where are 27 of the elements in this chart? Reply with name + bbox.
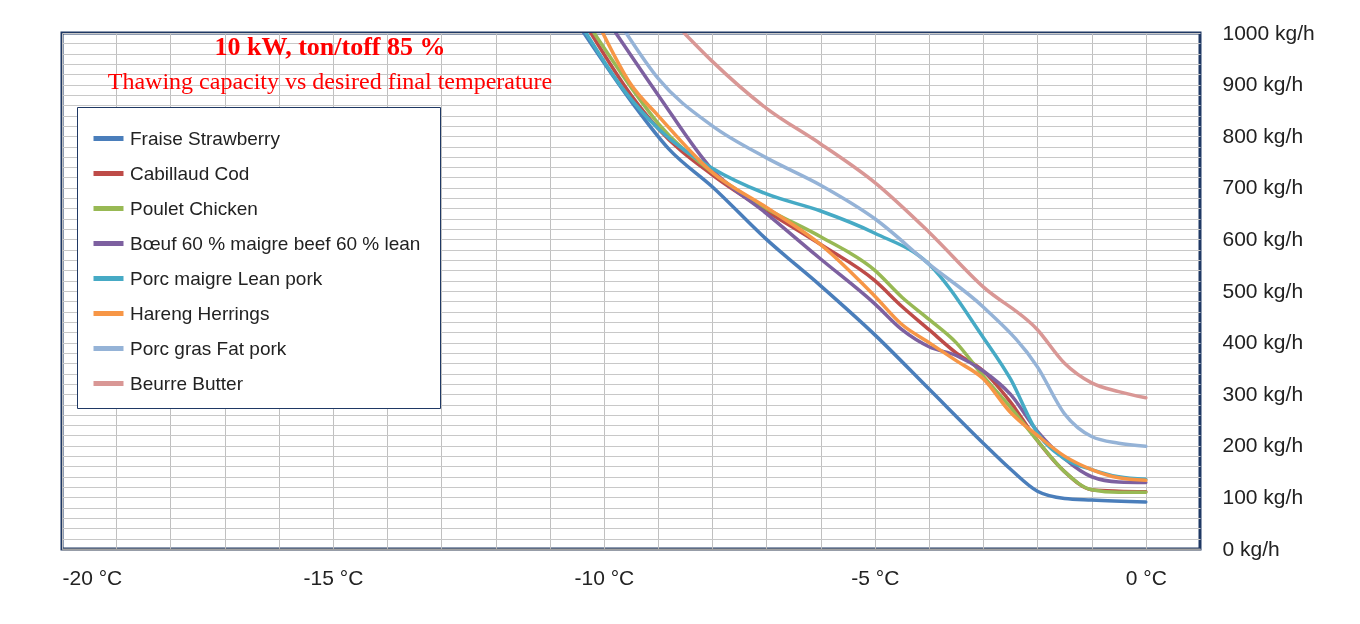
legend-label: Hareng Herrings: [130, 302, 270, 324]
y-tick-label: 600 kg/h: [1222, 226, 1304, 250]
y-tick-label: 1000 kg/h: [1222, 20, 1315, 44]
y-tick-label: 700 kg/h: [1222, 175, 1304, 199]
legend-label: Bœuf 60 % maigre beef 60 % lean: [130, 232, 421, 254]
y-tick-label: 900 kg/h: [1222, 72, 1304, 96]
x-tick-label: 0 °C: [1125, 565, 1167, 589]
legend-label: Porc gras Fat pork: [130, 337, 287, 359]
legend-label: Porc maigre Lean pork: [130, 267, 323, 289]
legend-label: Beurre Butter: [130, 372, 244, 394]
y-tick-label: 300 kg/h: [1222, 381, 1304, 405]
x-tick-label: -15 °C: [303, 565, 364, 589]
line-series: [682, 33, 1148, 400]
x-tick-label: -20 °C: [62, 565, 123, 589]
chart-title: 10 kW, ton/toff 85 %: [214, 32, 446, 61]
text: Thawing capacity vs desired final temperature: [107, 68, 553, 94]
legend-label: Fraise Strawberry: [130, 127, 281, 149]
legend-label: Poulet Chicken: [130, 197, 258, 219]
x-tick-label: -10 °C: [574, 565, 635, 589]
y-tick-label: 500 kg/h: [1222, 278, 1304, 302]
legend-label: Cabillaud Cod: [130, 162, 250, 184]
y-tick-label: 0 kg/h: [1222, 536, 1280, 560]
y-tick-label: 200 kg/h: [1222, 433, 1304, 457]
y-tick-label: 800 kg/h: [1222, 123, 1304, 147]
y-tick-label: 400 kg/h: [1222, 330, 1304, 354]
x-tick-label: -5 °C: [851, 565, 900, 589]
y-tick-label: 100 kg/h: [1222, 484, 1304, 508]
